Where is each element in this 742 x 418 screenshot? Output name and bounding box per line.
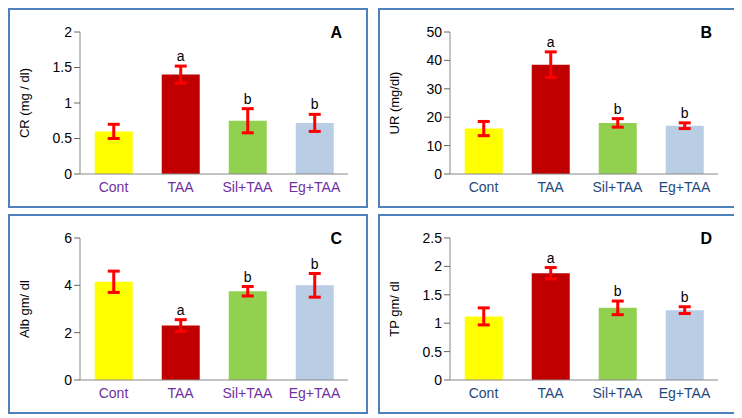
html-text:B: B [700, 24, 712, 41]
svg-text:0: 0 [434, 372, 442, 388]
svg-text:Eg+TAA: Eg+TAA [659, 179, 711, 195]
svg-text:b: b [311, 256, 319, 272]
svg-text:a: a [547, 34, 555, 50]
svg-text:0: 0 [64, 166, 72, 182]
svg-text:b: b [681, 105, 689, 121]
svg-text:TAA: TAA [537, 385, 564, 401]
svg-text:1.5: 1.5 [53, 59, 73, 75]
svg-text:Eg+TAA: Eg+TAA [289, 179, 341, 195]
svg-text:Alb gm/ dl: Alb gm/ dl [17, 280, 32, 338]
svg-text:TAA: TAA [537, 179, 564, 195]
svg-text:a: a [177, 48, 185, 64]
svg-text:CR (mg / dl): CR (mg / dl) [17, 68, 32, 138]
svg-text:0: 0 [64, 372, 72, 388]
html-text:C: C [330, 230, 342, 247]
svg-text:6: 6 [64, 230, 72, 246]
svg-text:2: 2 [64, 325, 72, 341]
svg-text:TP gm/ dl: TP gm/ dl [387, 281, 402, 337]
svg-text:4: 4 [64, 277, 72, 293]
svg-text:2: 2 [64, 24, 72, 40]
svg-text:0.5: 0.5 [423, 344, 443, 360]
svg-text:Sil+TAA: Sil+TAA [593, 179, 644, 195]
svg-text:30: 30 [426, 81, 442, 97]
svg-text:a: a [177, 302, 185, 318]
svg-text:10: 10 [426, 138, 442, 154]
svg-text:b: b [681, 289, 689, 305]
svg-text:0: 0 [434, 166, 442, 182]
svg-text:Cont: Cont [99, 179, 129, 195]
svg-text:2: 2 [434, 258, 442, 274]
svg-text:Eg+TAA: Eg+TAA [659, 385, 711, 401]
svg-text:Cont: Cont [469, 385, 499, 401]
svg-text:20: 20 [426, 109, 442, 125]
svg-text:Eg+TAA: Eg+TAA [289, 385, 341, 401]
svg-text:Sil+TAA: Sil+TAA [223, 385, 274, 401]
svg-text:0.5: 0.5 [53, 130, 73, 146]
svg-text:TAA: TAA [167, 385, 194, 401]
svg-text:TAA: TAA [167, 179, 194, 195]
svg-text:b: b [614, 283, 622, 299]
html-text:D: D [700, 230, 712, 247]
svg-text:1: 1 [434, 315, 442, 331]
svg-text:b: b [244, 269, 252, 285]
svg-text:1: 1 [64, 95, 72, 111]
svg-text:a: a [547, 250, 555, 266]
svg-text:Sil+TAA: Sil+TAA [223, 179, 274, 195]
svg-text:40: 40 [426, 52, 442, 68]
svg-text:1.5: 1.5 [423, 287, 443, 303]
svg-text:50: 50 [426, 24, 442, 40]
svg-text:Cont: Cont [99, 385, 129, 401]
svg-text:Cont: Cont [469, 179, 499, 195]
html-text:A: A [330, 24, 342, 41]
svg-text:Sil+TAA: Sil+TAA [593, 385, 644, 401]
svg-text:b: b [311, 96, 319, 112]
svg-text:b: b [244, 91, 252, 107]
svg-text:b: b [614, 101, 622, 117]
svg-text:UR (mg/dl): UR (mg/dl) [387, 72, 402, 135]
svg-text:2.5: 2.5 [423, 230, 443, 246]
